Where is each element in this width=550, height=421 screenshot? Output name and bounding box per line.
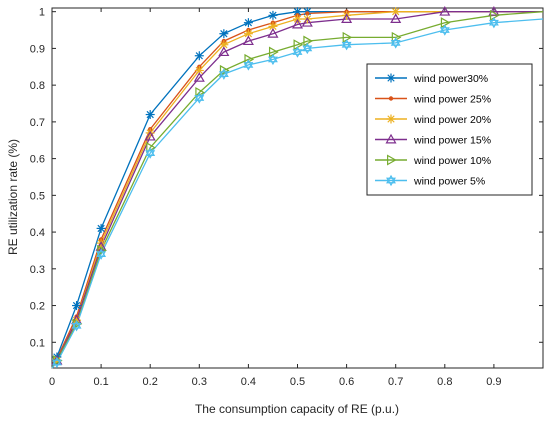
y-tick-label: 0.1 xyxy=(30,337,45,349)
data-point-marker xyxy=(267,28,279,38)
legend-marker xyxy=(387,154,397,166)
data-point-marker xyxy=(72,301,82,311)
y-tick-label: 0.8 xyxy=(30,80,45,92)
data-point-marker xyxy=(439,5,451,16)
y-tick-label: 0.9 xyxy=(30,43,45,55)
data-point-marker xyxy=(293,39,304,51)
data-point-marker xyxy=(302,42,313,55)
data-point-marker xyxy=(390,37,401,49)
data-point-marker xyxy=(219,29,229,39)
data-point-marker xyxy=(96,223,106,233)
data-point-marker xyxy=(390,13,402,23)
legend-item: wind power 15% xyxy=(375,133,491,147)
legend-item: wind power30% xyxy=(375,73,488,85)
series-line-5 xyxy=(51,18,544,369)
legend-label: wind power 15% xyxy=(413,135,491,147)
data-point-marker xyxy=(292,46,303,58)
y-tick-label: 0.3 xyxy=(30,264,45,276)
data-point-marker xyxy=(267,53,278,66)
data-point-marker xyxy=(145,147,156,159)
x-tick-label: 0.7 xyxy=(388,376,403,388)
x-tick-label: 0.2 xyxy=(143,376,158,388)
y-tick-label: 0.7 xyxy=(30,117,45,129)
data-point-marker xyxy=(96,248,107,260)
legend-label: wind power 25% xyxy=(413,94,491,106)
data-point-marker xyxy=(193,72,205,82)
data-point-marker xyxy=(194,92,205,104)
legend-marker xyxy=(385,133,397,144)
x-tick-label: 0.6 xyxy=(339,376,354,388)
y-tick-label: 0.5 xyxy=(30,190,45,202)
data-point-marker xyxy=(243,29,253,39)
data-point-marker xyxy=(51,356,62,369)
x-tick-label: 0.9 xyxy=(486,376,501,388)
x-tick-label: 0.1 xyxy=(93,376,108,388)
data-point-marker xyxy=(488,16,499,29)
data-point-marker xyxy=(243,59,254,71)
y-tick-label: 1 xyxy=(39,7,45,19)
series-line-4 xyxy=(51,11,544,369)
legend-item: wind power 20% xyxy=(375,114,491,126)
y-axis-label: RE utilization rate (%) xyxy=(6,139,20,255)
y-tick-label: 0.6 xyxy=(30,154,45,166)
data-point-marker xyxy=(243,18,253,28)
data-point-marker xyxy=(342,31,353,43)
series-line-3 xyxy=(51,11,543,369)
data-point-marker xyxy=(218,68,229,80)
data-point-marker xyxy=(489,9,500,21)
x-tick-label: 0.3 xyxy=(192,376,207,388)
data-point-marker xyxy=(268,10,278,20)
legend-label: wind power30% xyxy=(413,73,488,85)
y-tick-label: 0.4 xyxy=(30,227,45,239)
data-point-marker xyxy=(303,35,314,47)
data-point-marker xyxy=(71,320,82,332)
x-tick-label: 0.5 xyxy=(290,376,305,388)
data-point-marker xyxy=(145,110,155,120)
data-point-marker xyxy=(218,46,230,57)
legend-marker xyxy=(386,114,396,124)
x-tick-label: 0.4 xyxy=(241,376,256,388)
x-axis-label: The consumption capacity of RE (p.u.) xyxy=(195,402,399,416)
data-point-marker xyxy=(341,39,352,51)
data-point-marker xyxy=(268,46,279,58)
data-point-marker xyxy=(144,130,156,141)
data-point-marker xyxy=(97,244,107,256)
legend-item: wind power 10% xyxy=(375,154,491,167)
legend-marker xyxy=(388,96,394,101)
x-tick-label: 0.8 xyxy=(437,376,452,388)
data-point-marker xyxy=(242,35,254,46)
legend-marker xyxy=(386,174,396,187)
data-point-marker xyxy=(341,13,353,23)
legend-label: wind power 5% xyxy=(413,176,485,188)
legend-marker xyxy=(386,73,396,83)
legend-label: wind power 20% xyxy=(413,114,491,126)
data-point-marker xyxy=(439,24,450,36)
data-point-marker xyxy=(219,64,230,76)
data-point-marker xyxy=(301,16,313,27)
y-tick-label: 0.2 xyxy=(30,301,45,313)
data-point-marker xyxy=(440,17,451,29)
legend-item: wind power 5% xyxy=(375,174,485,188)
x-tick-label: 0 xyxy=(49,376,55,388)
data-point-marker xyxy=(194,51,204,61)
data-point-marker xyxy=(291,18,304,29)
legend-box xyxy=(366,63,533,196)
legend-item: wind power 25% xyxy=(375,94,491,106)
legend-label: wind power 10% xyxy=(413,155,491,167)
